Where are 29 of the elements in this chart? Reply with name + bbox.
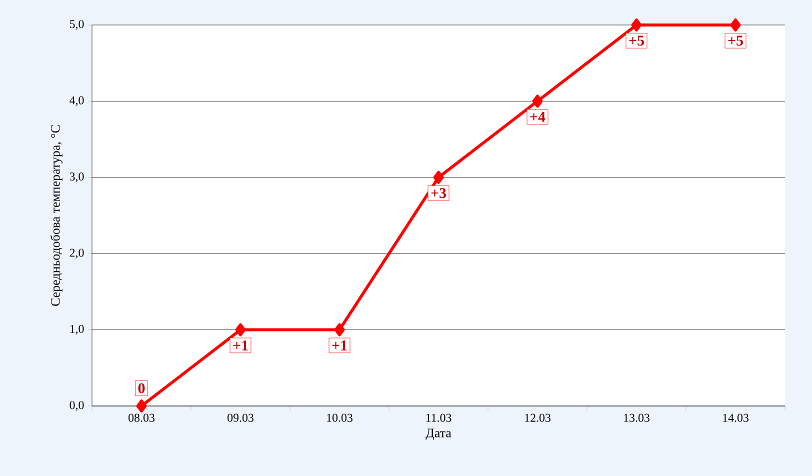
- y-tick-label: 3,0: [70, 172, 84, 182]
- point: [433, 170, 444, 184]
- x-axis-title: Дата: [426, 428, 452, 440]
- x-tick-label: 08.03: [128, 414, 154, 422]
- y-tick-label: 5,0: [70, 20, 84, 30]
- data-label: +1: [233, 340, 248, 350]
- data-label: +5: [629, 36, 644, 46]
- data-label: +3: [431, 188, 446, 198]
- x-tick-label: 12.03: [525, 414, 550, 422]
- y-tick-label: 0,0: [70, 401, 84, 411]
- y-tick-label: 1,0: [70, 324, 84, 335]
- x-tick-label: 13.03: [624, 414, 650, 422]
- point: [235, 323, 246, 336]
- y-tick-label: 4,0: [70, 96, 84, 106]
- x-tick-label: 10.03: [327, 414, 352, 422]
- point: [334, 323, 345, 336]
- data-label: +5: [728, 36, 743, 46]
- y-axis-title: Середньодобова температура, °С: [50, 125, 62, 306]
- data-label: +1: [332, 340, 347, 350]
- x-tick-label: 09.03: [228, 414, 254, 422]
- data-label: +4: [530, 112, 546, 122]
- data-label: 0: [138, 383, 145, 394]
- x-tick-label: 11.03: [426, 414, 452, 422]
- point: [532, 94, 543, 108]
- point: [631, 18, 642, 32]
- y-tick-label: 2,0: [70, 248, 84, 258]
- point: [730, 18, 741, 32]
- point: [136, 399, 147, 412]
- x-tick-label: 14.03: [723, 414, 748, 422]
